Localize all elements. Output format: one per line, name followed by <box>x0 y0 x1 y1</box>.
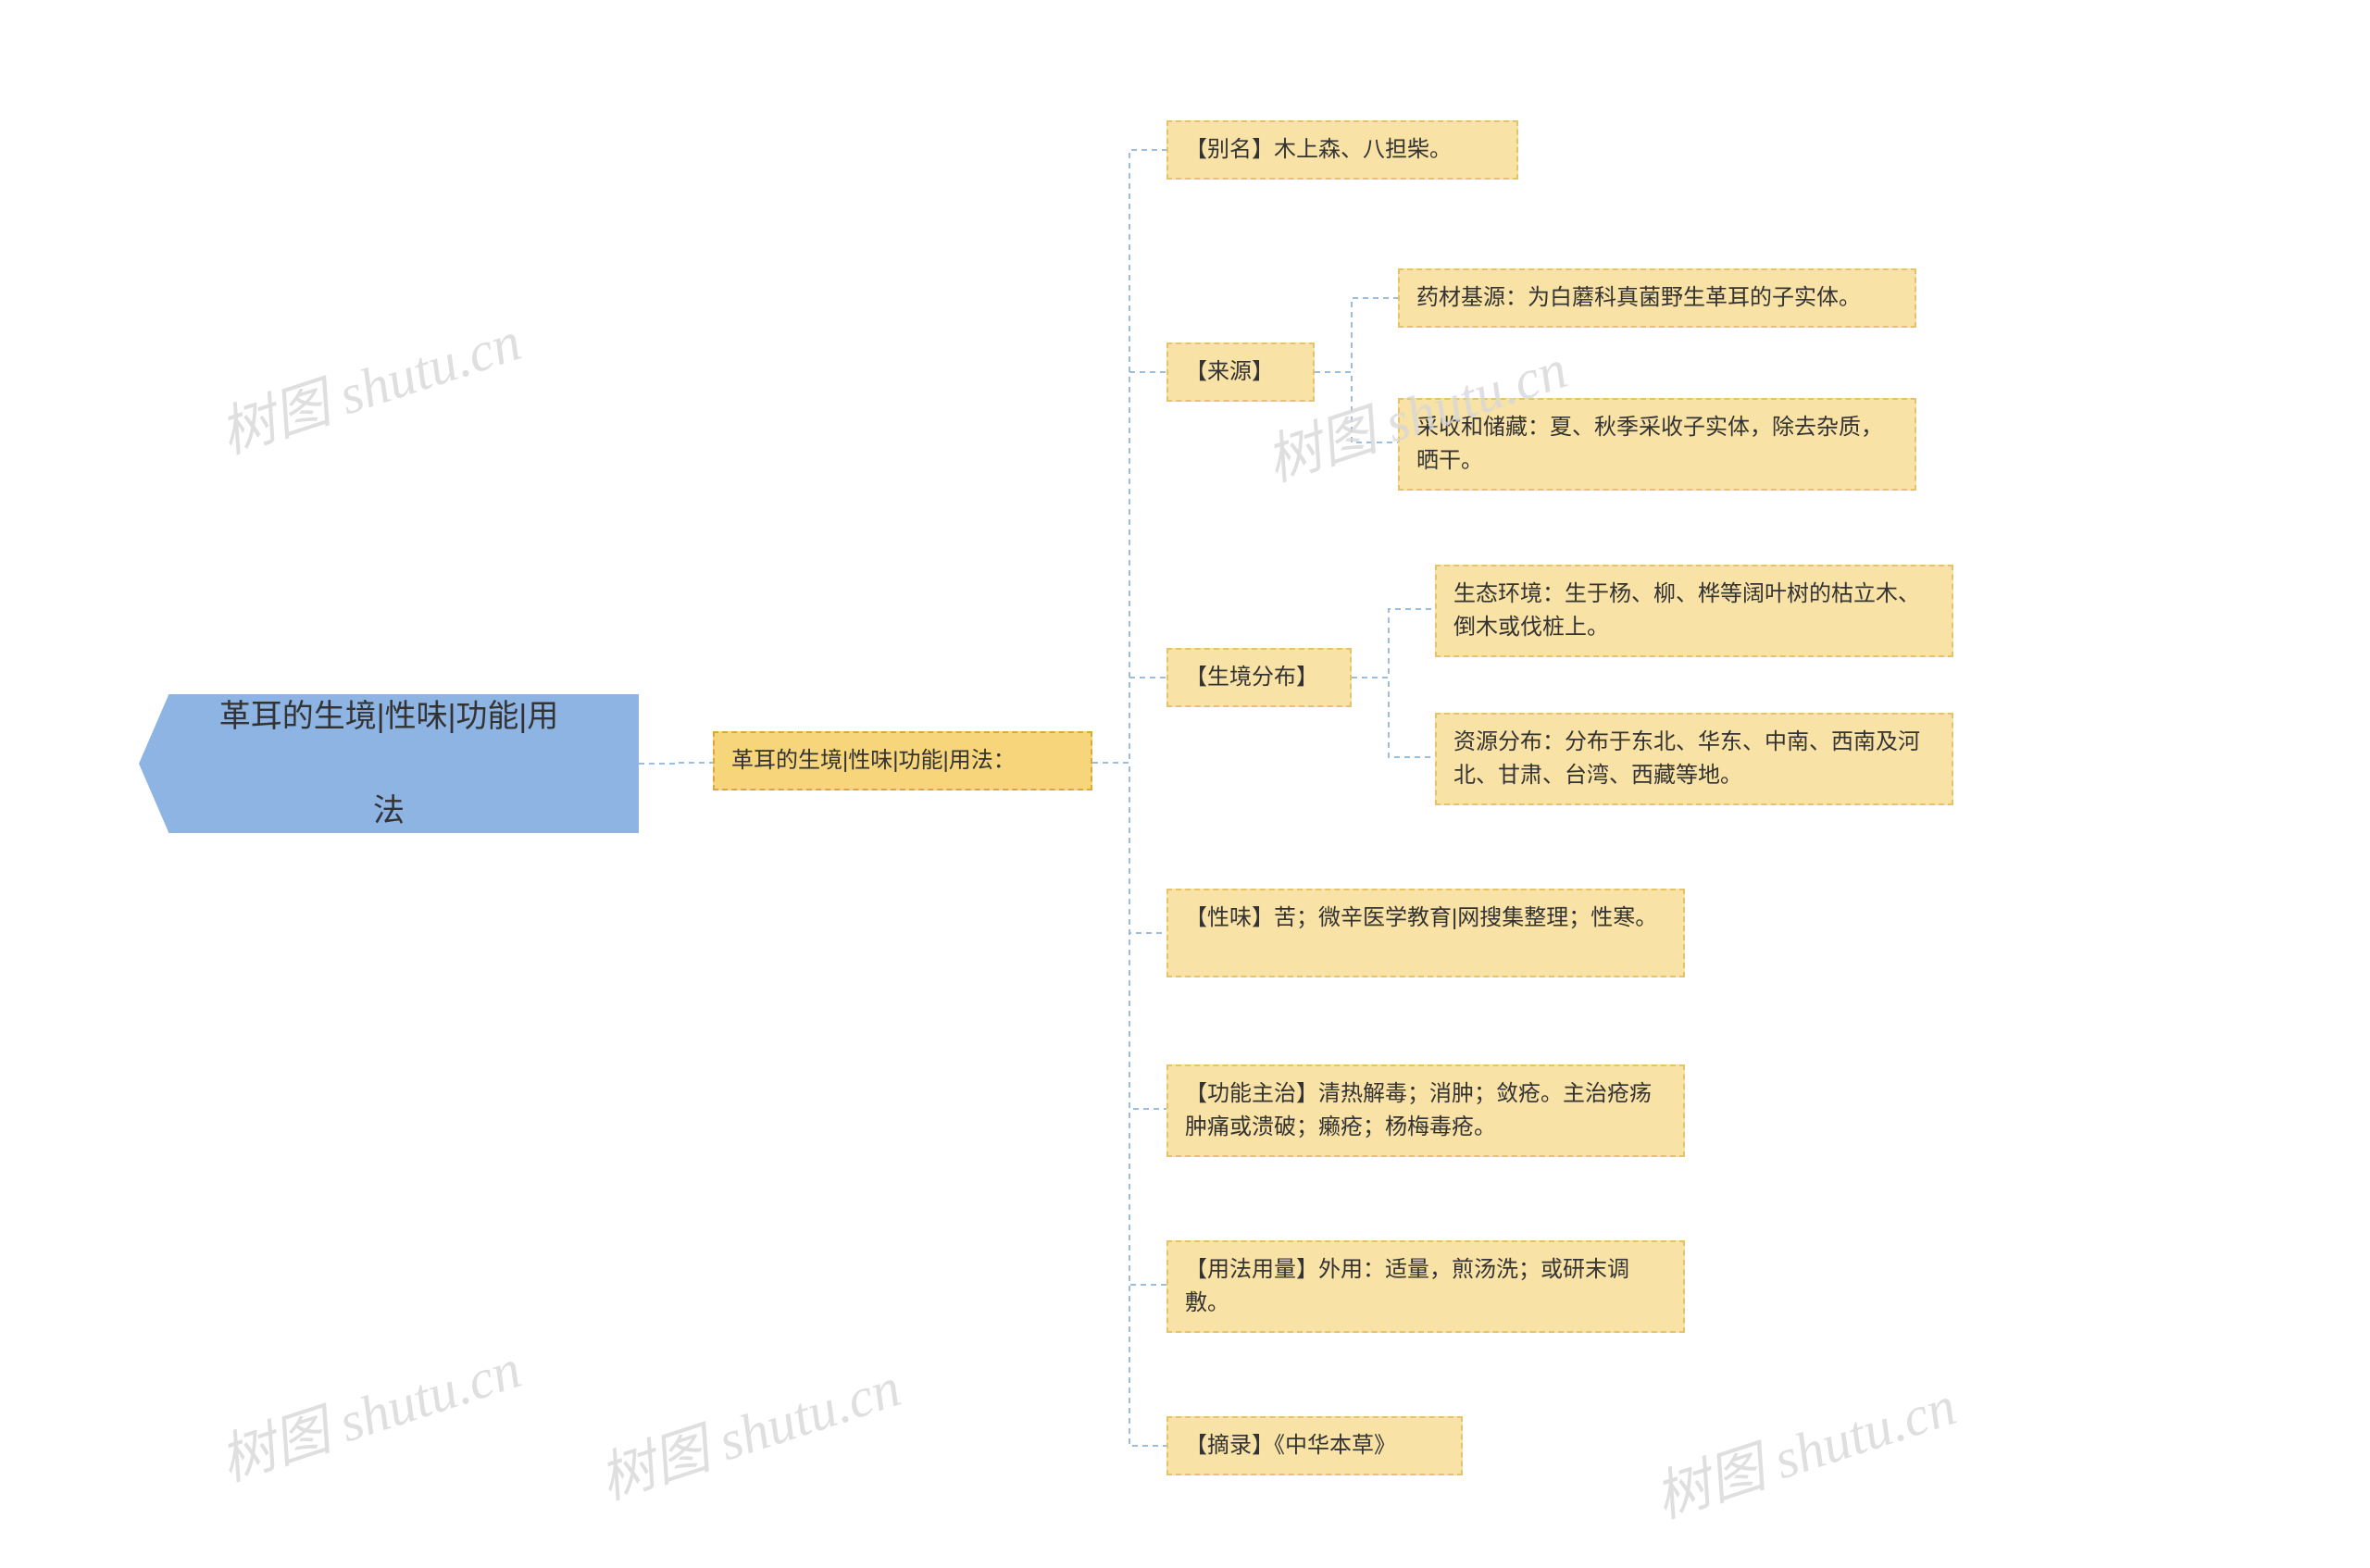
level2-node: 革耳的生境|性味|功能|用法： <box>713 731 1092 790</box>
level4-node-habitat-0: 生态环境：生于杨、柳、桦等阔叶树的枯立木、倒木或伐桩上。 <box>1435 565 1953 657</box>
root-node: 革耳的生境|性味|功能|用 法 <box>139 694 639 833</box>
level3-node-usage: 【用法用量】外用：适量，煎汤洗；或研末调敷。 <box>1166 1240 1685 1333</box>
level4-node-source-1: 采收和储藏：夏、秋季采收子实体，除去杂质，晒干。 <box>1398 398 1916 491</box>
level3-node-nature: 【性味】苦；微辛医学教育|网搜集整理；性寒。 <box>1166 889 1685 977</box>
level4-node-source-0: 药材基源：为白蘑科真菌野生革耳的子实体。 <box>1398 268 1916 328</box>
watermark: 树图 shutu.cn <box>208 296 530 469</box>
mindmap-canvas: 革耳的生境|性味|功能|用 法 革耳的生境|性味|功能|用法： 【别名】木上森、… <box>0 0 2370 1568</box>
level3-node-alias: 【别名】木上森、八担柴。 <box>1166 120 1518 180</box>
level3-node-source: 【来源】 <box>1166 342 1315 402</box>
root-text-line2: 法 <box>373 788 405 835</box>
watermark: 树图 shutu.cn <box>208 1324 530 1497</box>
level2-text: 革耳的生境|性味|功能|用法： <box>731 748 1016 773</box>
root-text-line1: 革耳的生境|性味|功能|用 <box>219 693 559 740</box>
watermark: 树图 shutu.cn <box>1643 1361 1965 1534</box>
level3-node-habitat: 【生境分布】 <box>1166 648 1352 707</box>
level3-node-excerpt: 【摘录】《中华本草》 <box>1166 1416 1463 1475</box>
level3-node-func: 【功能主治】清热解毒；消肿；敛疮。主治疮疡肿痛或溃破；癞疮；杨梅毒疮。 <box>1166 1064 1685 1157</box>
watermark: 树图 shutu.cn <box>588 1342 909 1515</box>
level4-node-habitat-1: 资源分布：分布于东北、华东、中南、西南及河北、甘肃、台湾、西藏等地。 <box>1435 713 1953 805</box>
